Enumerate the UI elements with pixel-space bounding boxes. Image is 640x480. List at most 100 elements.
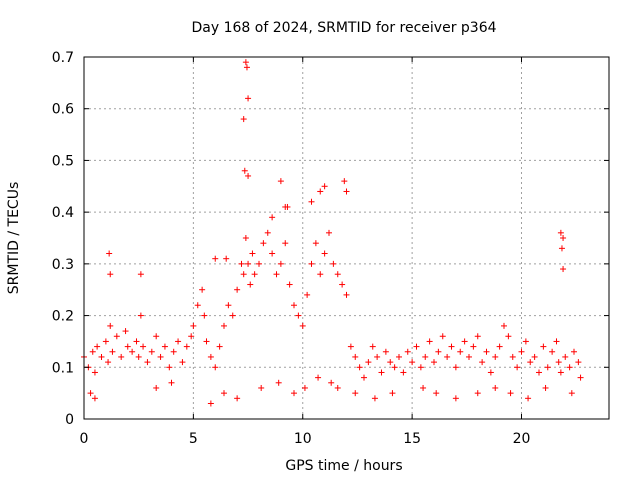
data-point — [507, 390, 514, 397]
data-point — [361, 374, 367, 381]
data-point — [243, 64, 250, 71]
data-point — [216, 343, 223, 350]
data-point — [234, 395, 241, 402]
data-point — [144, 359, 151, 366]
data-point — [137, 271, 144, 278]
data-point — [356, 364, 363, 371]
x-tick-label: 15 — [403, 431, 421, 447]
data-point — [273, 271, 280, 278]
data-point — [352, 390, 359, 397]
data-point — [555, 359, 562, 366]
data-point — [122, 328, 129, 335]
data-point — [129, 348, 136, 355]
data-point — [371, 395, 378, 402]
data-point — [201, 312, 208, 319]
data-point — [137, 312, 144, 319]
data-point — [91, 395, 98, 402]
data-point — [301, 384, 308, 391]
data-point — [470, 343, 477, 350]
data-point — [166, 364, 173, 371]
data-point — [106, 250, 113, 257]
data-point — [91, 369, 98, 376]
data-point — [304, 291, 311, 298]
data-point — [183, 343, 190, 350]
data-point — [369, 343, 376, 350]
y-tick-label: 0.4 — [52, 205, 74, 221]
data-point — [260, 240, 267, 247]
data-point — [389, 390, 396, 397]
data-point — [518, 348, 525, 355]
grid-lines — [84, 57, 609, 419]
data-point — [291, 390, 297, 397]
data-point — [153, 384, 160, 391]
data-point — [382, 348, 389, 355]
data-point — [87, 390, 94, 397]
data-point — [566, 364, 573, 371]
data-point — [334, 384, 341, 391]
data-point — [448, 343, 455, 350]
data-point — [522, 338, 529, 345]
data-point — [277, 260, 284, 267]
x-tick-label: 20 — [513, 431, 531, 447]
data-point — [422, 353, 429, 360]
data-point — [426, 338, 433, 345]
data-point — [461, 338, 468, 345]
data-point — [404, 348, 411, 355]
data-point — [207, 400, 214, 407]
data-point — [487, 369, 494, 376]
data-point — [501, 322, 507, 329]
data-point — [188, 333, 195, 340]
data-point — [245, 95, 252, 102]
data-point — [234, 286, 241, 293]
y-tick-label: 0.6 — [52, 102, 74, 118]
data-point — [492, 353, 499, 360]
data-point — [242, 59, 249, 66]
data-point — [98, 353, 105, 360]
data-point — [133, 338, 140, 345]
data-point — [509, 353, 516, 360]
data-point — [275, 379, 282, 386]
data-point — [251, 271, 258, 278]
data-point — [433, 390, 440, 397]
data-point — [308, 260, 315, 267]
data-point — [161, 343, 168, 350]
data-point — [553, 338, 560, 345]
data-point — [444, 353, 451, 360]
data-point — [245, 172, 252, 179]
x-tick-label: 10 — [294, 431, 312, 447]
plot-frame — [83, 56, 610, 420]
data-point — [339, 281, 346, 288]
data-point — [240, 116, 247, 123]
y-tick-label: 0.2 — [52, 309, 74, 325]
data-point — [466, 353, 472, 360]
data-point — [140, 343, 147, 350]
data-point — [89, 348, 96, 355]
data-point — [577, 374, 584, 381]
data-point — [190, 322, 197, 329]
data-point — [413, 343, 420, 350]
y-tick-label: 0.7 — [52, 50, 74, 66]
data-point — [531, 353, 538, 360]
data-point — [124, 343, 131, 350]
data-point — [558, 245, 565, 252]
x-axis-label: GPS time / hours — [285, 458, 402, 474]
data-point — [229, 312, 236, 319]
data-point — [474, 333, 481, 340]
y-tick-labels: 0 0.1 0.2 0.3 0.4 0.5 0.6 0.7 — [52, 50, 74, 428]
data-point — [109, 348, 116, 355]
data-point — [221, 390, 227, 397]
y-tick-label: 0.5 — [52, 153, 74, 169]
data-point — [170, 348, 177, 355]
data-point — [562, 353, 569, 360]
data-point — [153, 333, 160, 340]
data-point — [240, 271, 247, 278]
data-point — [102, 338, 109, 345]
data-point — [496, 343, 503, 350]
data-point — [312, 240, 319, 247]
data-point — [241, 167, 248, 174]
data-point — [317, 188, 324, 195]
data-point — [94, 343, 101, 350]
data-point — [557, 369, 564, 376]
data-point — [374, 353, 381, 360]
